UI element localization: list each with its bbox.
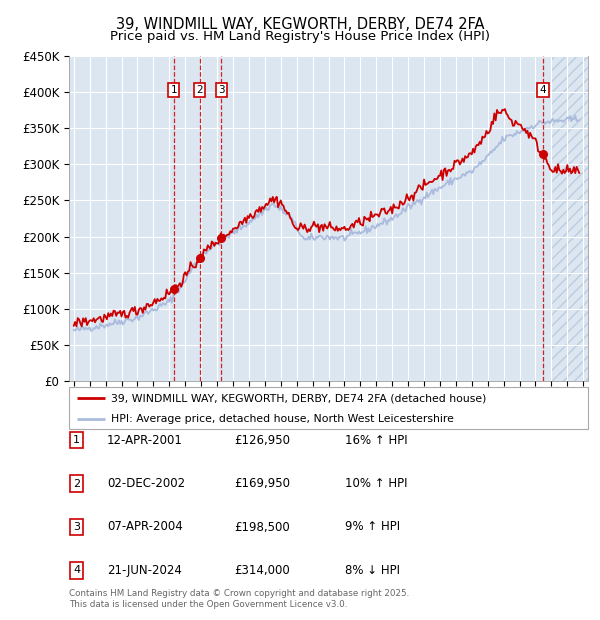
Text: 12-APR-2001: 12-APR-2001 [107,434,182,446]
Text: 9% ↑ HPI: 9% ↑ HPI [345,521,400,533]
Text: 4: 4 [539,85,546,95]
Text: 1: 1 [170,85,177,95]
Bar [551,56,588,381]
Text: 39, WINDMILL WAY, KEGWORTH, DERBY, DE74 2FA: 39, WINDMILL WAY, KEGWORTH, DERBY, DE74 … [116,17,484,32]
Text: 3: 3 [218,85,225,95]
Text: £314,000: £314,000 [234,564,290,577]
Text: 2: 2 [197,85,203,95]
Text: 8% ↓ HPI: 8% ↓ HPI [345,564,400,577]
Text: 2: 2 [73,479,80,489]
Text: 07-APR-2004: 07-APR-2004 [107,521,182,533]
Text: £198,500: £198,500 [234,521,290,533]
Text: 21-JUN-2024: 21-JUN-2024 [107,564,182,577]
Text: 4: 4 [73,565,80,575]
Text: 02-DEC-2002: 02-DEC-2002 [107,477,185,490]
Text: Price paid vs. HM Land Registry's House Price Index (HPI): Price paid vs. HM Land Registry's House … [110,30,490,43]
Text: 16% ↑ HPI: 16% ↑ HPI [345,434,407,446]
Text: 1: 1 [73,435,80,445]
Text: £169,950: £169,950 [234,477,290,490]
Text: HPI: Average price, detached house, North West Leicestershire: HPI: Average price, detached house, Nort… [110,414,454,424]
Text: Contains HM Land Registry data © Crown copyright and database right 2025.
This d: Contains HM Land Registry data © Crown c… [69,590,409,609]
Text: 10% ↑ HPI: 10% ↑ HPI [345,477,407,490]
Text: 3: 3 [73,522,80,532]
Text: 39, WINDMILL WAY, KEGWORTH, DERBY, DE74 2FA (detached house): 39, WINDMILL WAY, KEGWORTH, DERBY, DE74 … [110,393,486,403]
Text: £126,950: £126,950 [234,434,290,446]
